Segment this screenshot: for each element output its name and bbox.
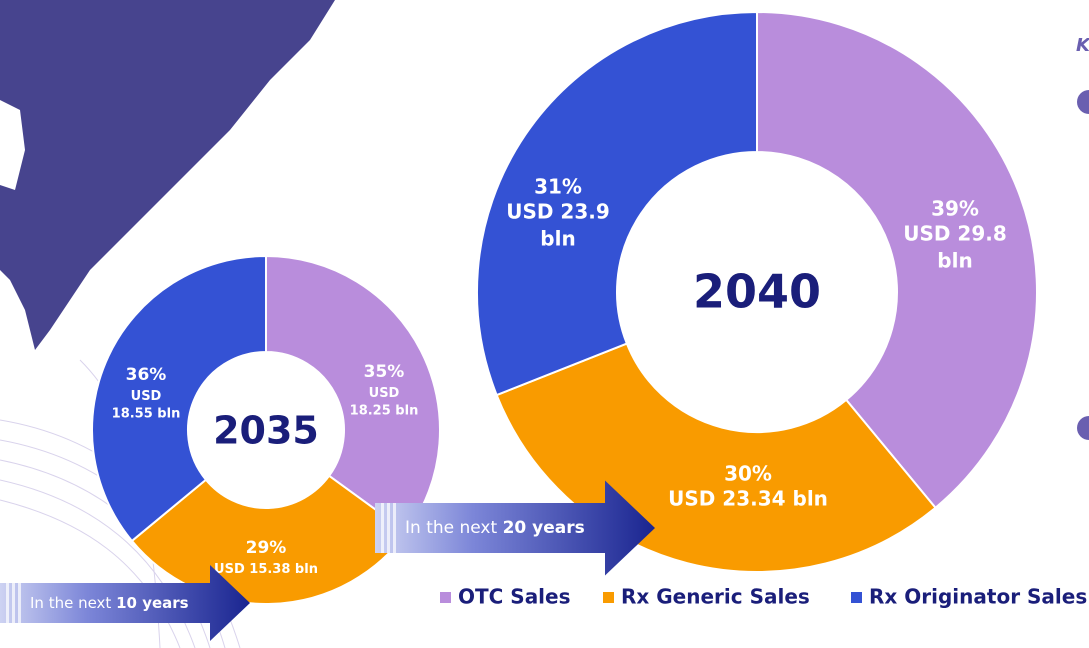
donut-segment [130,474,409,605]
amount-label: 18.55 bln [112,406,181,421]
arrow-text-part: In the next [405,518,503,538]
value-label: 39% [931,197,979,221]
arrow-text: In the next 10 years [30,594,189,612]
arrow-text-bold: 10 years [116,594,189,612]
arrow-stripe [6,583,9,623]
arrow-stripe [381,503,384,553]
chart-title: 2040 [693,265,821,319]
bullet [1077,416,1089,440]
value-label: 30% [724,462,772,486]
side-text: K [1076,35,1089,56]
amount-label: USD [131,389,162,404]
amount-label: bln [937,249,972,273]
legend-label: Rx Originator Sales [869,585,1087,609]
legend-swatch [851,592,862,603]
bullet [1077,90,1089,114]
value-label: 35% [364,362,405,382]
legend-swatch [603,592,614,603]
arrow-stripe [18,583,21,623]
chart-title: 2035 [213,409,319,453]
arrow [375,480,655,576]
arrow-stripe [387,503,390,553]
amount-label: USD [369,386,400,401]
donut-segment [756,10,1038,510]
amount-label: 18.25 bln [350,403,419,418]
amount-label: USD 15.38 bln [214,562,318,577]
arrow-text-bold: 20 years [503,518,585,538]
arrow-text-part: In the next [30,594,116,612]
donut-segment [91,254,267,543]
legend-swatch [440,592,451,603]
map-shape [0,0,335,350]
arrow [0,565,250,641]
arrow-text: In the next 20 years [405,518,585,538]
legend-label: Rx Generic Sales [621,585,810,609]
amount-label: USD 23.34 bln [668,487,828,511]
donut-segment [265,254,441,534]
value-label: 31% [534,175,582,199]
value-label: 36% [126,365,167,385]
amount-label: USD 29.8 [903,222,1007,246]
amount-label: USD 23.9 [506,200,610,224]
amount-label: bln [540,227,575,251]
value-label: 29% [246,538,287,558]
legend-label: OTC Sales [458,585,571,609]
donut-segment [476,10,758,397]
arrow-stripe [393,503,396,553]
map-island [0,100,25,190]
arrow-stripe [12,583,15,623]
